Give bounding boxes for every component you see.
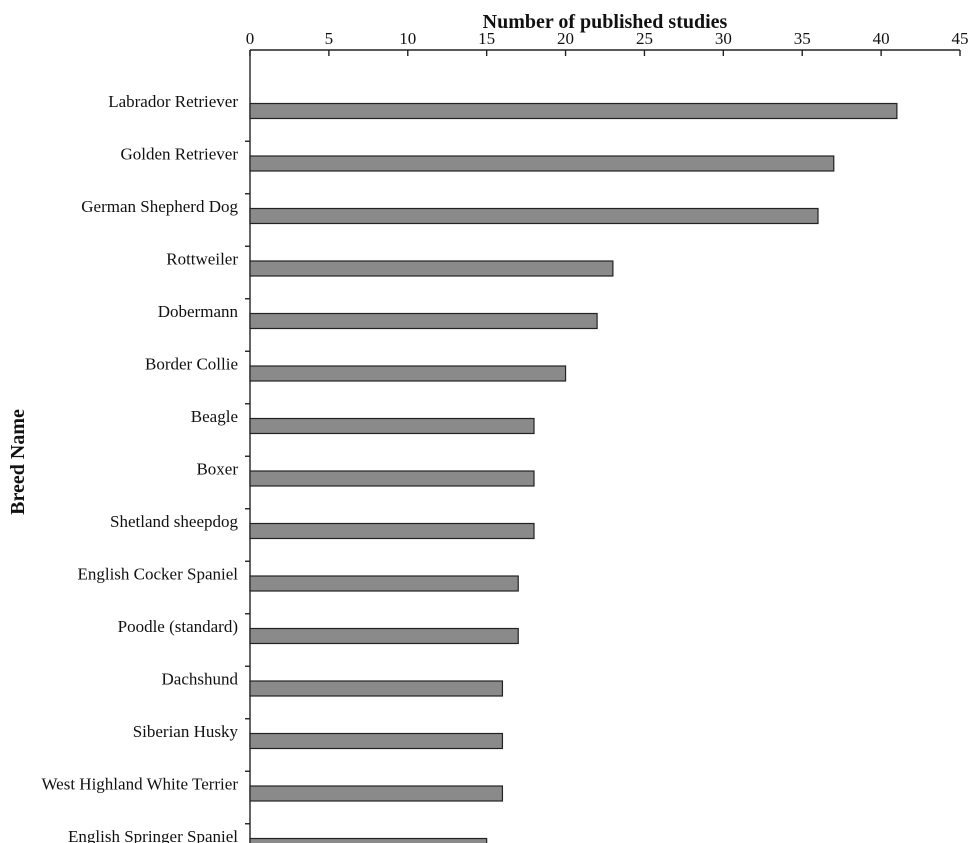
x-tick-label: 0 (246, 29, 255, 48)
bar (249, 837, 488, 843)
category-label: Siberian Husky (133, 722, 239, 741)
bar (249, 365, 567, 382)
x-axis-title: Number of published studies (483, 11, 728, 33)
bar (249, 680, 504, 697)
bar (249, 522, 535, 540)
x-tick-label: 5 (325, 29, 334, 48)
bar (249, 785, 504, 802)
category-label: Dobermann (158, 302, 239, 321)
bar (249, 155, 835, 172)
x-tick-label: 25 (636, 29, 653, 48)
x-tick-label: 45 (952, 29, 968, 48)
bar (249, 417, 535, 435)
x-tick-label: 20 (557, 29, 574, 48)
category-label: Beagle (191, 407, 238, 426)
category-label: German Shepherd Dog (81, 197, 238, 216)
x-tick-label: 30 (715, 29, 732, 48)
y-axis: Labrador Retriever Golden Retriever German… (41, 50, 251, 843)
category-label: English Springer Spaniel (68, 827, 238, 843)
bars-group (249, 102, 898, 843)
category-label: Rottweiler (166, 250, 238, 269)
category-label: West Highland White Terrier (41, 775, 238, 794)
bar (249, 207, 819, 225)
x-tick-label: 40 (873, 29, 890, 48)
category-label: Dachshund (162, 670, 239, 689)
category-label: Golden Retriever (120, 145, 238, 164)
category-label: Labrador Retriever (108, 92, 238, 111)
category-label: Shetland sheepdog (110, 512, 238, 531)
bar (249, 627, 519, 645)
x-tick-label: 15 (478, 29, 495, 48)
bar (249, 312, 598, 330)
bar (249, 102, 898, 120)
bar (249, 260, 614, 277)
category-label: Poodle (standard) (118, 617, 238, 636)
category-label: English Cocker Spaniel (77, 565, 238, 584)
x-axis: 0 5 10 15 20 25 30 35 40 45 (246, 29, 968, 56)
category-label: Boxer (196, 460, 238, 479)
bar (249, 732, 504, 750)
y-axis-title: Breed Name (7, 409, 29, 515)
bar (249, 575, 519, 592)
x-tick-label: 35 (794, 29, 811, 48)
x-tick-label: 10 (399, 29, 416, 48)
bar (249, 470, 535, 487)
category-label: Border Collie (145, 355, 238, 374)
